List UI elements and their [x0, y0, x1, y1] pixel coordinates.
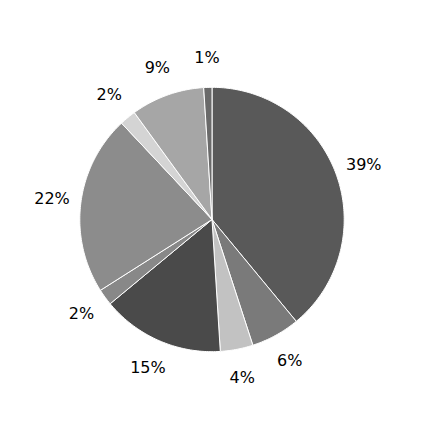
svg-text:9%: 9% [145, 58, 170, 77]
svg-text:2%: 2% [69, 304, 94, 323]
svg-text:15%: 15% [130, 358, 166, 377]
svg-text:22%: 22% [34, 189, 70, 208]
svg-text:1%: 1% [194, 48, 219, 67]
svg-text:39%: 39% [346, 155, 382, 174]
svg-text:4%: 4% [230, 368, 255, 387]
svg-text:6%: 6% [277, 351, 302, 370]
svg-text:2%: 2% [97, 85, 122, 104]
